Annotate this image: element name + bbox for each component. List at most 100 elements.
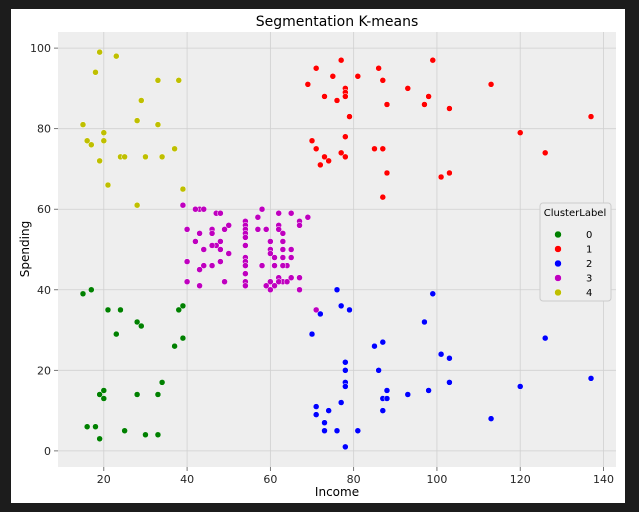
scatter-point-cluster-3 [208,262,216,269]
scatter-point-cluster-2 [425,387,432,394]
scatter-point-cluster-1 [333,97,341,104]
scatter-point-cluster-3 [279,230,287,237]
scatter-point-cluster-4 [138,97,145,104]
scatter-point-cluster-3 [267,250,274,257]
scatter-point-cluster-3 [196,266,203,273]
data-points [79,48,595,451]
scatter-point-cluster-3 [208,230,216,237]
y-tick-label: 100 [30,42,51,55]
scatter-point-cluster-3 [192,238,199,245]
scatter-point-cluster-0 [100,387,108,394]
scatter-point-cluster-3 [242,234,249,241]
scatter-point-cluster-3 [287,210,295,217]
scatter-point-cluster-3 [279,262,287,269]
scatter-point-cluster-3 [192,205,199,213]
scatter-point-cluster-1 [379,77,387,84]
scatter-point-cluster-1 [308,137,316,144]
scatter-point-cluster-1 [325,157,332,165]
scatter-point-cluster-3 [271,254,278,261]
scatter-point-cluster-2 [333,286,341,294]
plot-area [58,32,616,467]
scatter-point-cluster-3 [200,246,207,253]
scatter-point-cluster-4 [133,201,141,209]
scatter-point-cluster-2 [404,391,412,398]
scatter-point-cluster-1 [321,93,328,100]
legend-label: 1 [586,245,592,256]
scatter-point-cluster-1 [379,145,387,153]
scatter-point-cluster-0 [121,427,128,434]
scatter-point-cluster-0 [171,342,178,350]
scatter-point-cluster-3 [296,286,303,294]
scatter-point-cluster-3 [254,226,262,233]
scatter-point-cluster-3 [242,262,249,269]
scatter-point-cluster-3 [183,278,191,285]
legend-marker [554,274,562,282]
scatter-point-cluster-1 [312,65,320,72]
scatter-point-cluster-0 [154,431,162,439]
scatter-point-cluster-3 [217,246,224,253]
scatter-point-cluster-2 [342,367,349,374]
scatter-point-cluster-3 [254,214,262,221]
scatter-point-cluster-1 [383,169,391,177]
scatter-point-cluster-3 [296,274,303,281]
scatter-point-cluster-2 [333,427,341,434]
scatter-point-cluster-4 [154,121,162,128]
scatter-point-cluster-3 [267,238,274,245]
scatter-point-cluster-0 [158,379,166,386]
scatter-point-cluster-0 [96,435,103,443]
x-tick-label: 60 [263,473,277,486]
scatter-point-cluster-2 [371,342,378,350]
scatter-point-cluster-1 [421,101,428,108]
scatter-point-cluster-3 [242,282,249,289]
scatter-point-cluster-0 [138,322,145,330]
scatter-point-cluster-0 [92,423,99,430]
scatter-point-cluster-0 [83,423,91,430]
scatter-point-cluster-4 [158,153,166,161]
scatter-point-cluster-0 [100,395,108,402]
scatter-point-cluster-1 [383,101,391,108]
legend-items: 0 1 2 3 4 [554,230,592,299]
scatter-point-cluster-0 [133,391,141,398]
scatter-point-cluster-4 [133,117,141,124]
scatter-point-cluster-3 [312,306,320,314]
scatter-point-cluster-2 [383,387,391,394]
scatter-point-cluster-2 [354,427,362,434]
scatter-point-cluster-3 [287,254,295,261]
y-tick-label: 80 [37,123,51,136]
scatter-point-cluster-4 [171,145,178,153]
scatter-point-cluster-0 [104,306,112,314]
scatter-point-cluster-3 [262,226,270,233]
scatter-point-cluster-4 [142,153,149,161]
scatter-point-cluster-4 [121,153,128,161]
y-axis-label: Spending [18,221,32,277]
scatter-point-cluster-0 [142,431,149,439]
x-tick-label: 20 [97,473,111,486]
x-axis-label: Income [315,485,359,499]
scatter-point-cluster-3 [279,254,287,261]
scatter-point-cluster-2 [308,330,316,338]
scatter-point-cluster-2 [317,310,324,318]
legend-marker [554,288,562,297]
scatter-point-cluster-0 [179,302,187,310]
scatter-point-cluster-1 [321,153,328,161]
scatter-point-cluster-3 [208,242,216,249]
x-tick-label: 120 [510,473,531,486]
x-tick-label: 100 [426,473,447,486]
scatter-point-cluster-3 [287,246,295,253]
scatter-point-cluster-3 [262,282,270,289]
scatter-point-cluster-2 [429,290,437,298]
scatter-point-cluster-3 [242,242,249,249]
scatter-point-cluster-4 [96,157,103,165]
scatter-point-cluster-1 [371,145,378,153]
legend-label: 2 [586,259,592,270]
scatter-point-cluster-2 [379,338,387,346]
scatter-point-cluster-0 [113,330,120,338]
scatter-point-cluster-1 [342,133,349,140]
legend: ClusterLabel 0 1 2 3 4 [539,202,612,302]
scatter-point-cluster-2 [325,407,332,414]
scatter-point-cluster-2 [446,379,453,386]
scatter-point-cluster-2 [337,302,345,310]
scatter-point-cluster-1 [425,93,432,100]
scatter-point-cluster-2 [342,383,349,390]
